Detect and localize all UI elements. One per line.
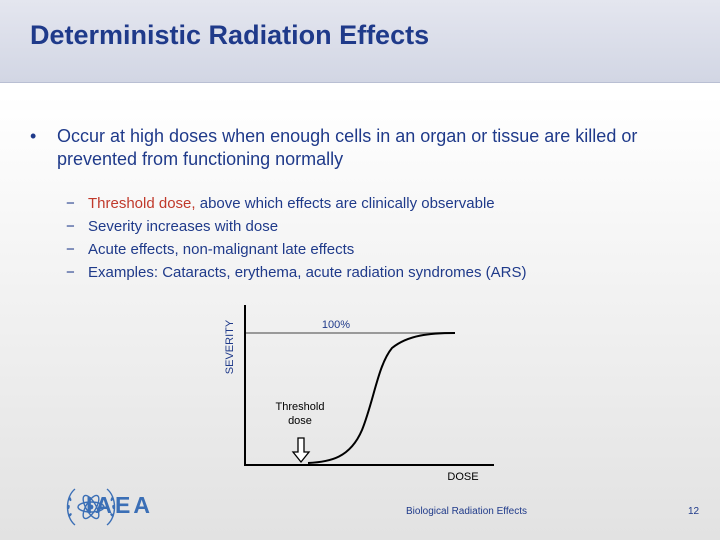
plateau-label: 100% [322,319,350,331]
sub-bullet-marker: − [66,264,75,281]
sub-bullet-text: Acute effects, non-malignant late effect… [88,241,355,258]
bullet-marker: • [30,126,37,146]
sub-bullet-marker: − [66,195,75,212]
footer-title: Biological Radiation Effects [406,506,527,517]
sub-bullet-list: − Threshold dose, above which effects ar… [66,192,686,284]
dose-response-curve [307,332,456,464]
threshold-label-line1: Threshold [276,401,325,413]
sub-bullet-item: − Threshold dose, above which effects ar… [66,192,686,215]
threshold-dose-highlight: Threshold dose, [88,195,196,212]
threshold-label-line2: dose [288,415,312,427]
sub-bullet-marker: − [66,218,75,235]
slide-title: Deterministic Radiation Effects [30,20,430,50]
sub-bullet-text: Examples: Cataracts, erythema, acute rad… [88,264,527,281]
iaea-logo-text: IAEA [86,492,153,518]
title-bar: Deterministic Radiation Effects [0,0,720,83]
sub-bullet-text: Severity increases with dose [88,218,279,235]
page-number: 12 [688,506,700,517]
y-axis-label: SEVERITY [224,319,236,374]
sub-bullet-item: − Examples: Cataracts, erythema, acute r… [66,261,686,284]
main-bullet: • Occur at high doses when enough cells … [30,125,700,171]
sub-bullet-text: above which effects are clinically obser… [195,195,495,212]
sub-bullet-item: − Acute effects, non-malignant late effe… [66,238,686,261]
threshold-arrow-icon [291,437,311,464]
sub-bullet-marker: − [66,241,75,258]
atom-laurel-emblem-icon [66,488,116,526]
x-axis-label: DOSE [447,471,478,483]
sub-bullet-item: − Severity increases with dose [66,215,686,238]
main-bullet-text: Occur at high doses when enough cells in… [57,126,638,169]
